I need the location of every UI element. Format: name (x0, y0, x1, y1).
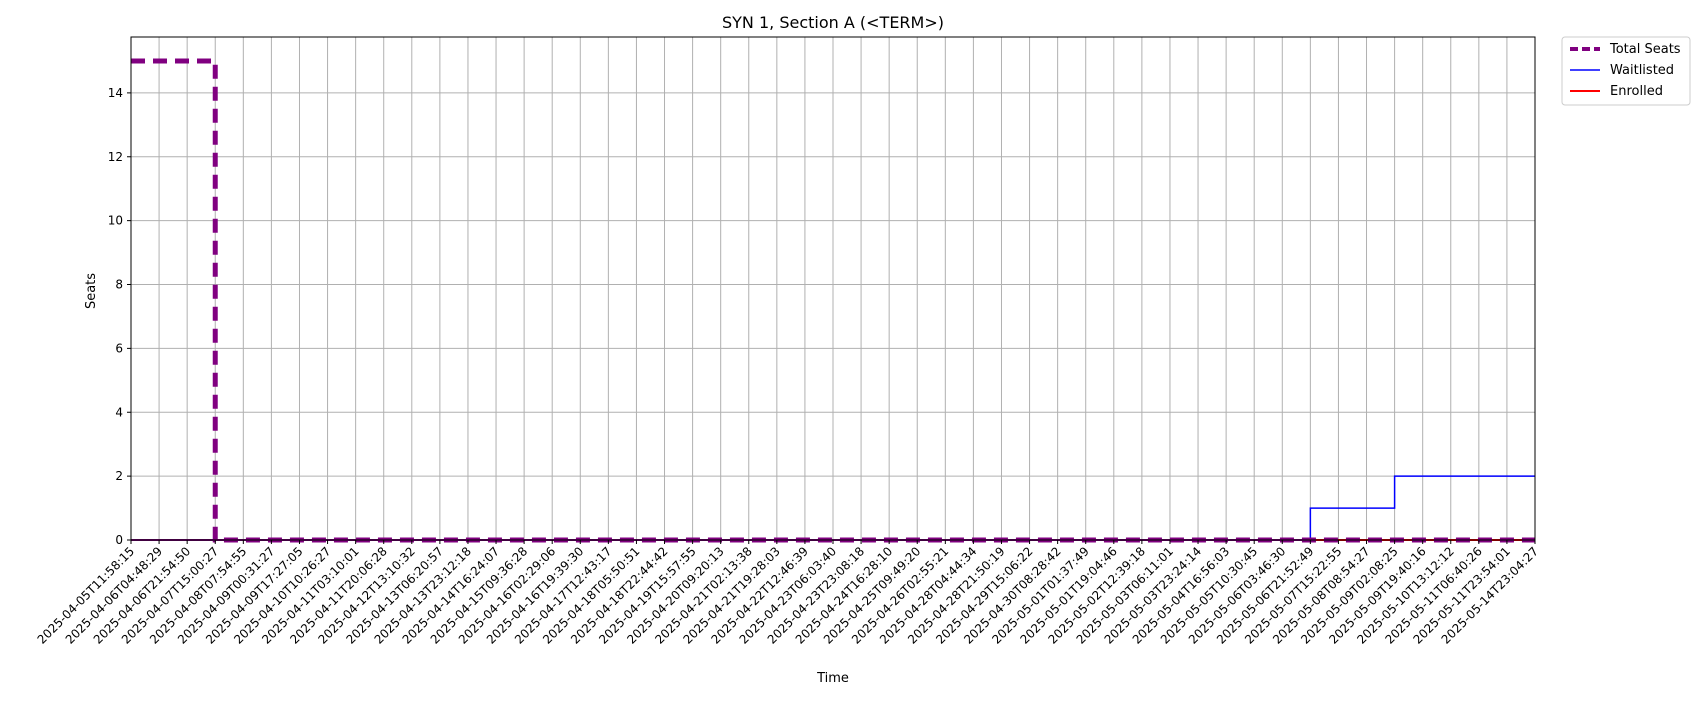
x-axis-label: Time (816, 671, 849, 686)
grid-layer (130, 37, 1536, 541)
y-tick-label: 4 (115, 405, 123, 419)
y-tick-label: 8 (115, 278, 123, 292)
legend-entry-label: Waitlisted (1610, 63, 1674, 78)
legend: Total Seats Waitlisted Enrolled (1561, 36, 1691, 106)
legend-entry-label: Total Seats (1609, 42, 1681, 57)
y-tick-label: 6 (115, 341, 123, 355)
y-tick-label: 14 (108, 86, 123, 100)
y-tick-label: 10 (108, 214, 123, 228)
chart-title: SYN 1, Section A (<TERM>) (722, 13, 944, 32)
y-tick-label: 0 (115, 533, 123, 547)
y-tick-label: 2 (115, 469, 123, 483)
y-axis-ticks: 0 2 4 6 8 10 12 14 (108, 86, 131, 547)
legend-entry-label: Enrolled (1610, 84, 1663, 99)
legend-box (1561, 36, 1691, 106)
y-axis-label: Seats (84, 273, 99, 309)
y-tick-label: 12 (108, 150, 123, 164)
